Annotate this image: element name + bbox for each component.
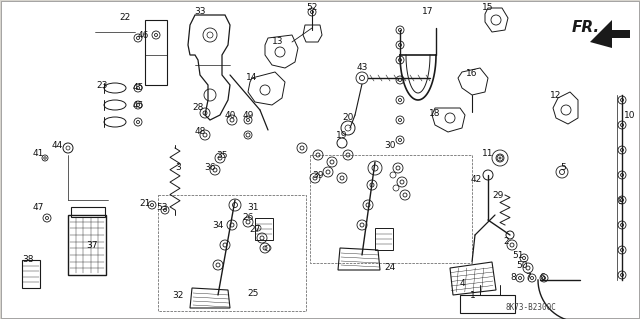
Text: 43: 43 bbox=[356, 63, 368, 72]
Text: 50: 50 bbox=[516, 262, 528, 271]
Text: 15: 15 bbox=[483, 4, 493, 12]
Text: 18: 18 bbox=[429, 108, 441, 117]
Text: 29: 29 bbox=[492, 190, 504, 199]
Text: 23: 23 bbox=[96, 80, 108, 90]
Text: 5: 5 bbox=[560, 164, 566, 173]
Text: 34: 34 bbox=[212, 221, 224, 231]
Text: 49: 49 bbox=[243, 110, 253, 120]
Text: 7: 7 bbox=[525, 273, 531, 283]
Text: 38: 38 bbox=[22, 256, 34, 264]
Text: 4: 4 bbox=[459, 278, 465, 287]
Text: 12: 12 bbox=[550, 91, 562, 100]
Text: 21: 21 bbox=[140, 198, 150, 207]
Text: 25: 25 bbox=[247, 288, 259, 298]
Text: 17: 17 bbox=[422, 8, 434, 17]
Text: 10: 10 bbox=[624, 110, 636, 120]
Text: 47: 47 bbox=[32, 204, 44, 212]
Text: 41: 41 bbox=[32, 150, 44, 159]
Text: 48: 48 bbox=[195, 128, 205, 137]
Text: 6: 6 bbox=[539, 273, 545, 283]
Bar bbox=[255, 218, 273, 240]
Text: 46: 46 bbox=[138, 32, 148, 41]
Text: 37: 37 bbox=[86, 241, 98, 249]
Bar bbox=[145, 20, 167, 85]
Text: 22: 22 bbox=[120, 13, 131, 23]
Text: 42: 42 bbox=[470, 175, 482, 184]
Text: 36: 36 bbox=[204, 164, 216, 173]
Text: 33: 33 bbox=[195, 8, 205, 17]
Bar bbox=[71, 207, 105, 217]
Text: 9: 9 bbox=[617, 197, 623, 206]
Text: 1: 1 bbox=[470, 292, 476, 300]
Bar bbox=[68, 215, 106, 275]
Text: 45: 45 bbox=[132, 84, 144, 93]
Text: 44: 44 bbox=[51, 142, 63, 151]
Text: 40: 40 bbox=[224, 110, 236, 120]
Text: 45: 45 bbox=[132, 100, 144, 109]
Text: 28: 28 bbox=[192, 103, 204, 113]
Polygon shape bbox=[590, 20, 630, 48]
Text: 30: 30 bbox=[384, 142, 396, 151]
Text: 27: 27 bbox=[250, 226, 260, 234]
Text: 32: 32 bbox=[172, 292, 184, 300]
Text: 2: 2 bbox=[503, 238, 509, 247]
Bar bbox=[22, 260, 40, 288]
Text: 31: 31 bbox=[247, 204, 259, 212]
Text: 26: 26 bbox=[243, 213, 253, 222]
Bar bbox=[375, 228, 393, 250]
Text: 20: 20 bbox=[342, 114, 354, 122]
Text: 3: 3 bbox=[175, 164, 181, 173]
Text: 39: 39 bbox=[312, 172, 324, 181]
Text: 16: 16 bbox=[467, 69, 477, 78]
Text: 35: 35 bbox=[216, 151, 228, 160]
Text: 13: 13 bbox=[272, 38, 284, 47]
Text: 24: 24 bbox=[385, 263, 396, 272]
Text: 14: 14 bbox=[246, 73, 258, 83]
Text: FR.: FR. bbox=[572, 20, 600, 35]
Text: 11: 11 bbox=[483, 149, 493, 158]
Text: 19: 19 bbox=[336, 131, 348, 140]
Text: 51: 51 bbox=[512, 251, 524, 261]
Text: 52: 52 bbox=[307, 4, 317, 12]
Text: 8K73-B2300C: 8K73-B2300C bbox=[505, 303, 556, 313]
Bar bbox=[460, 295, 515, 313]
Text: 8: 8 bbox=[510, 273, 516, 283]
Text: 53: 53 bbox=[156, 203, 168, 211]
